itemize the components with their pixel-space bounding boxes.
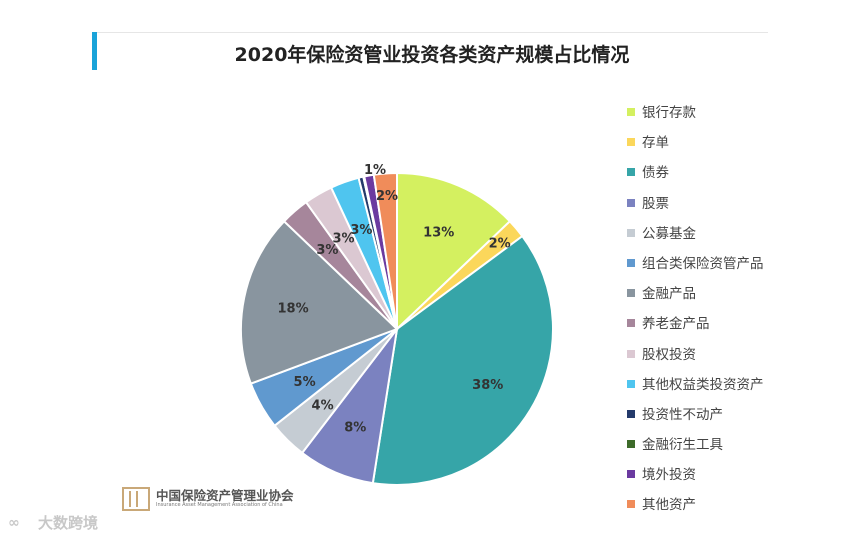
- legend-item: 金融衍生工具: [627, 432, 764, 462]
- legend-item: 银行存款: [627, 100, 764, 130]
- pie-slice: [371, 234, 554, 486]
- legend-label: 境外投资: [642, 467, 696, 484]
- header-divider: [92, 32, 768, 33]
- title-accent-bar: [92, 32, 97, 70]
- logo-name-en: Insurance Asset Management Association o…: [156, 502, 283, 508]
- slice-label: 38%: [472, 378, 503, 393]
- slice-label: 2%: [489, 237, 511, 252]
- legend-label: 投资性不动产: [642, 406, 723, 423]
- legend-label: 债券: [642, 165, 669, 182]
- legend-item: 其他权益类投资资产: [627, 372, 764, 402]
- legend-item: 金融产品: [627, 281, 764, 311]
- legend-swatch: [627, 349, 635, 358]
- chart-legend: 银行存款存单债券股票公募基金组合类保险资管产品 金融产品养老金产品股权投资其他权益…: [627, 100, 764, 523]
- slice-label: 1%: [364, 163, 386, 178]
- legend-label: 金融衍生工具: [642, 437, 723, 454]
- legend-swatch: [627, 409, 635, 418]
- legend-swatch: [627, 228, 635, 237]
- legend-item: 公募基金: [627, 221, 764, 251]
- legend-item: 存单: [627, 130, 764, 160]
- legend-swatch: [627, 108, 635, 116]
- legend-swatch: [627, 198, 635, 207]
- legend-swatch: [627, 440, 635, 449]
- legend-label: 银行存款: [642, 105, 696, 121]
- slice-label: 8%: [344, 421, 366, 436]
- legend-label: 金融产品: [642, 286, 696, 303]
- legend-label: 其他资产: [642, 497, 696, 514]
- legend-label: 养老金产品: [642, 316, 710, 333]
- legend-label: 存单: [642, 135, 669, 152]
- association-emblem-icon: [122, 487, 150, 511]
- slice-label: 3%: [350, 223, 372, 238]
- slice-label: 4%: [312, 399, 334, 414]
- slice-label: 5%: [294, 375, 316, 390]
- legend-item: 股权投资: [627, 342, 764, 372]
- legend-item: 股票: [627, 191, 764, 221]
- legend-item: 养老金产品: [627, 311, 764, 341]
- legend-item: 其他资产: [627, 492, 764, 522]
- legend-label: 公募基金: [642, 225, 696, 242]
- legend-item: 境外投资: [627, 462, 764, 492]
- pie-slice: [372, 171, 398, 330]
- legend-swatch: [627, 470, 635, 479]
- legend-label: 股权投资: [642, 346, 696, 363]
- legend-swatch: [627, 168, 635, 177]
- legend-swatch: [627, 319, 635, 328]
- slice-label: 3%: [332, 231, 354, 246]
- pie-slice: [396, 171, 512, 332]
- legend-label: 其他权益类投资资产: [642, 376, 764, 393]
- slice-label: 3%: [316, 243, 338, 258]
- legend-swatch: [627, 138, 635, 147]
- chart-title: 2020年保险资管业投资各类资产规模占比情况: [234, 44, 630, 66]
- legend-label: 组合类保险资管产品: [642, 255, 764, 272]
- pie-slice: [240, 219, 399, 385]
- slice-label: 18%: [278, 302, 309, 317]
- legend-label: 股票: [642, 195, 669, 212]
- legend-item: 投资性不动产: [627, 402, 764, 432]
- logo-name-cn: 中国保险资产管理业协会: [156, 488, 294, 503]
- legend-item: 债券: [627, 160, 764, 190]
- legend-swatch: [627, 500, 635, 509]
- slice-label: 13%: [423, 225, 454, 240]
- legend-item: 组合类保险资管产品: [627, 251, 764, 281]
- legend-swatch: [627, 379, 635, 388]
- watermark-text: 大数跨境: [38, 514, 99, 532]
- legend-swatch: [627, 258, 635, 267]
- watermark-logo-icon: ∞: [8, 515, 20, 531]
- slice-label: 2%: [376, 189, 398, 204]
- legend-swatch: [627, 289, 635, 298]
